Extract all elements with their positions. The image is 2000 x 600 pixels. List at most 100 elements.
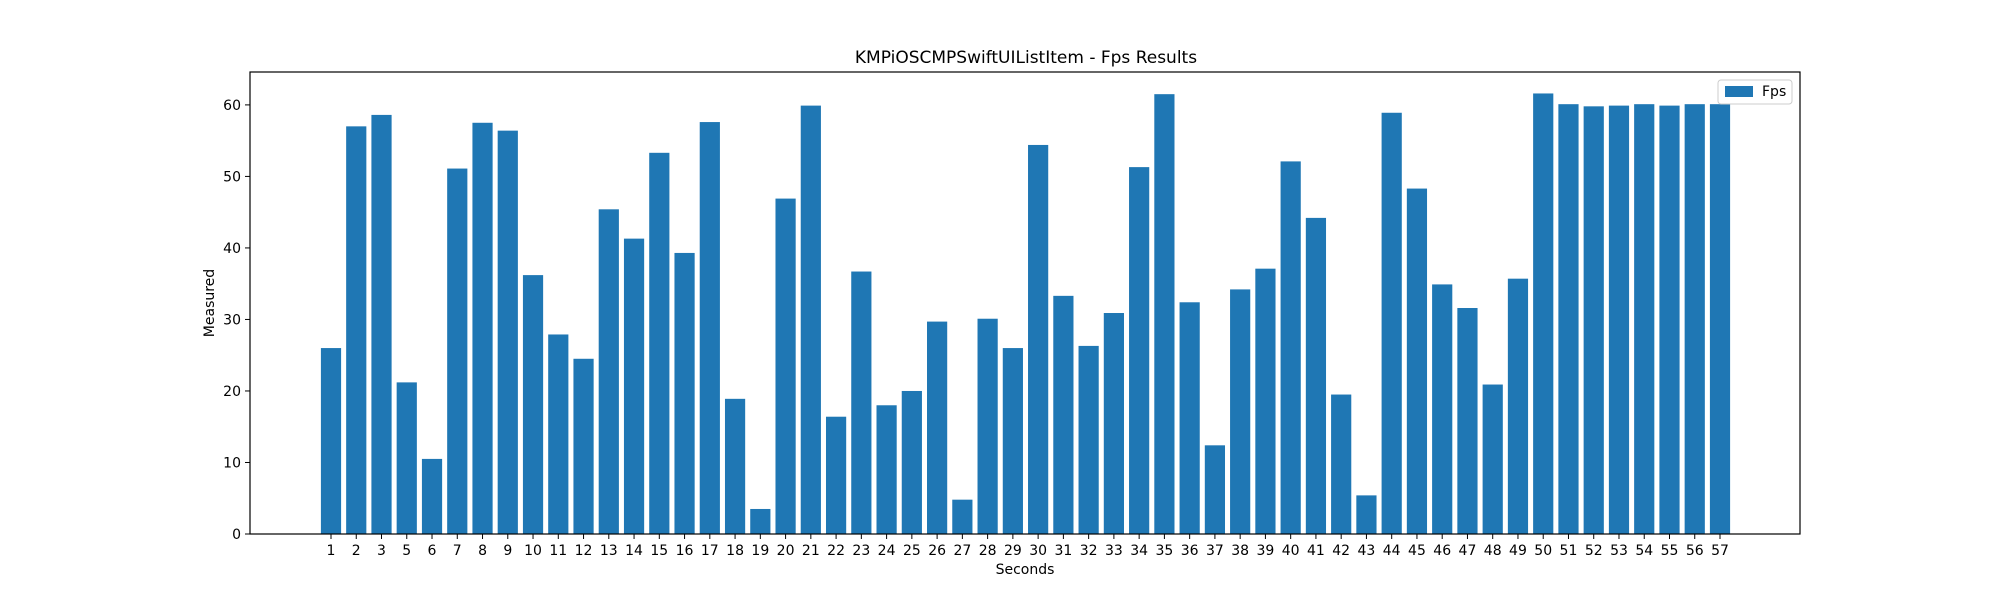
bar-23 xyxy=(851,271,872,534)
x-tick-label: 13 xyxy=(600,543,618,559)
bar-28 xyxy=(977,318,998,534)
bar-38 xyxy=(1230,289,1251,534)
bar-6 xyxy=(421,458,443,534)
x-tick-label: 14 xyxy=(625,543,643,559)
x-tick-label: 6 xyxy=(428,543,437,559)
bar-47 xyxy=(1457,308,1478,534)
x-tick-label: 11 xyxy=(549,543,567,559)
bar-56 xyxy=(1684,104,1705,535)
bar-10 xyxy=(522,275,544,534)
bar-36 xyxy=(1179,302,1200,534)
bar-2 xyxy=(346,126,367,534)
x-tick-label: 55 xyxy=(1661,543,1679,559)
y-tick-label: 60 xyxy=(223,98,241,114)
bar-41 xyxy=(1305,217,1327,534)
x-tick-label: 24 xyxy=(878,543,896,559)
bar-33 xyxy=(1103,313,1124,534)
bar-48 xyxy=(1482,384,1503,534)
bar-53 xyxy=(1608,105,1630,535)
bar-19 xyxy=(750,508,771,534)
x-tick-label: 37 xyxy=(1206,543,1224,559)
bar-16 xyxy=(674,252,695,534)
x-tick-label: 53 xyxy=(1610,543,1628,559)
x-tick-label: 16 xyxy=(676,543,694,559)
x-tick-label: 9 xyxy=(503,543,512,559)
x-tick-label: 29 xyxy=(1004,543,1022,559)
bar-32 xyxy=(1078,345,1099,534)
bar-39 xyxy=(1255,268,1276,534)
x-tick-label: 48 xyxy=(1484,543,1502,559)
bar-27 xyxy=(952,499,973,534)
x-tick-label: 23 xyxy=(852,543,870,559)
x-tick-label: 46 xyxy=(1433,543,1451,559)
x-tick-label: 56 xyxy=(1686,543,1704,559)
bar-11 xyxy=(548,334,569,534)
x-tick-label: 10 xyxy=(524,543,542,559)
x-tick-label: 41 xyxy=(1307,543,1325,559)
x-tick-label: 19 xyxy=(751,543,769,559)
x-tick-label: 8 xyxy=(478,543,487,559)
bar-14 xyxy=(623,238,645,534)
bar-45 xyxy=(1406,188,1428,534)
x-tick-label: 1 xyxy=(327,543,336,559)
x-tick-label: 3 xyxy=(377,543,386,559)
x-tick-label: 45 xyxy=(1408,543,1426,559)
y-tick-label: 40 xyxy=(223,241,241,257)
bar-15 xyxy=(649,152,670,534)
x-tick-label: 36 xyxy=(1181,543,1199,559)
x-tick-label: 44 xyxy=(1383,543,1401,559)
legend-label: Fps xyxy=(1762,84,1786,100)
bar-55 xyxy=(1659,105,1680,535)
bar-7 xyxy=(447,168,468,535)
bar-31 xyxy=(1053,295,1074,534)
bar-37 xyxy=(1204,445,1226,534)
bars-layer xyxy=(320,93,1731,535)
bar-46 xyxy=(1432,284,1453,534)
x-tick-label: 15 xyxy=(650,543,668,559)
x-tick-label: 27 xyxy=(953,543,971,559)
x-tick-label: 40 xyxy=(1282,543,1300,559)
bar-54 xyxy=(1634,104,1655,535)
bar-51 xyxy=(1558,104,1579,535)
x-tick-label: 52 xyxy=(1585,543,1603,559)
bar-1 xyxy=(320,348,342,534)
x-tick-label: 21 xyxy=(802,543,820,559)
x-tick-label: 50 xyxy=(1534,543,1552,559)
bar-42 xyxy=(1331,394,1352,534)
x-tick-label: 57 xyxy=(1711,543,1729,559)
x-tick-label: 43 xyxy=(1358,543,1376,559)
bar-21 xyxy=(800,105,821,535)
x-tick-label: 5 xyxy=(402,543,411,559)
x-tick-label: 20 xyxy=(777,543,795,559)
bar-12 xyxy=(573,358,594,534)
bar-34 xyxy=(1129,167,1150,534)
bar-35 xyxy=(1154,94,1175,535)
x-tick-label: 17 xyxy=(701,543,719,559)
x-tick-label: 33 xyxy=(1105,543,1123,559)
x-tick-label: 26 xyxy=(928,543,946,559)
x-tick-label: 38 xyxy=(1231,543,1249,559)
plot-frame xyxy=(249,71,1801,535)
bar-57 xyxy=(1709,104,1731,535)
x-tick-label: 34 xyxy=(1130,543,1148,559)
x-ticks: 1 2 3 5 6 7 8 9 10 11 12 13 14 15 16 17 18 19 20 21 22 23 24 25… xyxy=(327,534,1729,559)
bar-50 xyxy=(1533,93,1554,535)
bar-9 xyxy=(497,130,518,534)
bar-8 xyxy=(472,122,493,534)
bar-20 xyxy=(775,198,796,534)
bar-25 xyxy=(901,390,922,534)
x-tick-label: 30 xyxy=(1029,543,1047,559)
bar-26 xyxy=(927,321,948,534)
y-tick-label: 0 xyxy=(232,527,241,543)
x-tick-label: 51 xyxy=(1560,543,1578,559)
chart-title: KMPiOSCMPSwiftUIListItem - Fps Results xyxy=(855,48,1197,68)
bar-29 xyxy=(1002,348,1023,534)
y-ticks: 0 10 20 30 40 50 60 xyxy=(223,98,250,543)
x-tick-label: 2 xyxy=(352,543,361,559)
x-tick-label: 47 xyxy=(1459,543,1477,559)
bar-22 xyxy=(825,416,847,534)
x-tick-label: 32 xyxy=(1080,543,1098,559)
x-tick-label: 31 xyxy=(1054,543,1072,559)
